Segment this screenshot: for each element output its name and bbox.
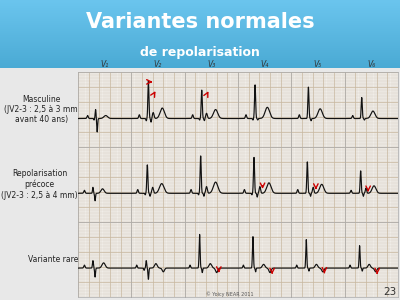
Bar [0, 26, 400, 27]
Bar [0, 22, 400, 23]
Text: V₁: V₁ [100, 60, 109, 69]
Text: V₃: V₃ [207, 60, 216, 69]
Bar [0, 25, 400, 26]
Bar [0, 17, 400, 18]
Bar [0, 64, 400, 65]
Bar [0, 10, 400, 11]
Bar [0, 41, 400, 42]
Bar [0, 5, 400, 6]
Bar [0, 55, 400, 56]
Bar [0, 40, 400, 41]
Bar [0, 47, 400, 48]
Bar [0, 44, 400, 45]
Bar [0, 23, 400, 24]
Bar [0, 6, 400, 7]
Bar [0, 21, 400, 22]
Bar [0, 31, 400, 32]
Bar [0, 28, 400, 29]
Bar [0, 30, 400, 31]
Bar [0, 24, 400, 25]
Bar [0, 53, 400, 54]
Bar [0, 39, 400, 40]
Text: V₄: V₄ [260, 60, 269, 69]
Bar [0, 0, 400, 1]
Bar [0, 1, 400, 2]
Bar [0, 2, 400, 3]
Bar [0, 57, 400, 58]
Bar [0, 59, 400, 60]
Bar [0, 61, 400, 62]
Bar [0, 60, 400, 61]
Text: V₅: V₅ [314, 60, 322, 69]
Bar [0, 1, 400, 2]
Bar [0, 45, 400, 46]
Bar [0, 46, 400, 47]
Bar [0, 52, 400, 53]
Bar [0, 37, 400, 38]
Bar [0, 13, 400, 14]
Bar [0, 20, 400, 21]
Bar [0, 38, 400, 39]
Bar [0, 52, 400, 53]
Bar [0, 40, 400, 41]
Bar [0, 15, 400, 16]
Bar [0, 33, 400, 34]
Text: V₆: V₆ [367, 60, 376, 69]
Bar [0, 19, 400, 20]
Bar [0, 50, 400, 51]
Bar [0, 29, 400, 30]
Text: Variante rare: Variante rare [28, 255, 78, 264]
Text: © Yoicy NEAR 2011: © Yoicy NEAR 2011 [206, 291, 254, 297]
Bar [0, 27, 400, 28]
Bar [0, 36, 400, 37]
Bar [0, 63, 400, 64]
Bar [0, 67, 400, 68]
Text: Masculine
(JV2-3 : 2,5 à 3 mm
avant 40 ans): Masculine (JV2-3 : 2,5 à 3 mm avant 40 a… [4, 94, 78, 124]
Text: Variantes normales: Variantes normales [86, 12, 314, 32]
Bar [0, 9, 400, 10]
Bar [0, 34, 400, 35]
Bar [0, 48, 400, 49]
Bar [0, 4, 400, 5]
Text: 23: 23 [383, 287, 396, 297]
Bar [0, 8, 400, 9]
Text: V₂: V₂ [154, 60, 162, 69]
Bar [0, 49, 400, 50]
Bar [0, 35, 400, 36]
Bar [0, 14, 400, 15]
Bar [0, 65, 400, 66]
Bar [0, 16, 400, 17]
Bar [0, 63, 400, 64]
Bar [0, 51, 400, 52]
Bar [0, 11, 400, 12]
Bar [0, 56, 400, 57]
Bar [0, 3, 400, 4]
Bar [0, 58, 400, 59]
Text: Repolarisation
précoce
(JV2-3 : 2,5 à 4 mm): Repolarisation précoce (JV2-3 : 2,5 à 4 … [1, 169, 78, 200]
Bar [0, 32, 400, 33]
Bar [0, 42, 400, 43]
Bar [0, 43, 400, 44]
Bar [0, 12, 400, 13]
Bar [0, 18, 400, 19]
Bar [0, 62, 400, 63]
Text: de repolarisation: de repolarisation [140, 46, 260, 59]
Bar [0, 54, 400, 55]
Bar [0, 66, 400, 67]
Bar [0, 7, 400, 8]
